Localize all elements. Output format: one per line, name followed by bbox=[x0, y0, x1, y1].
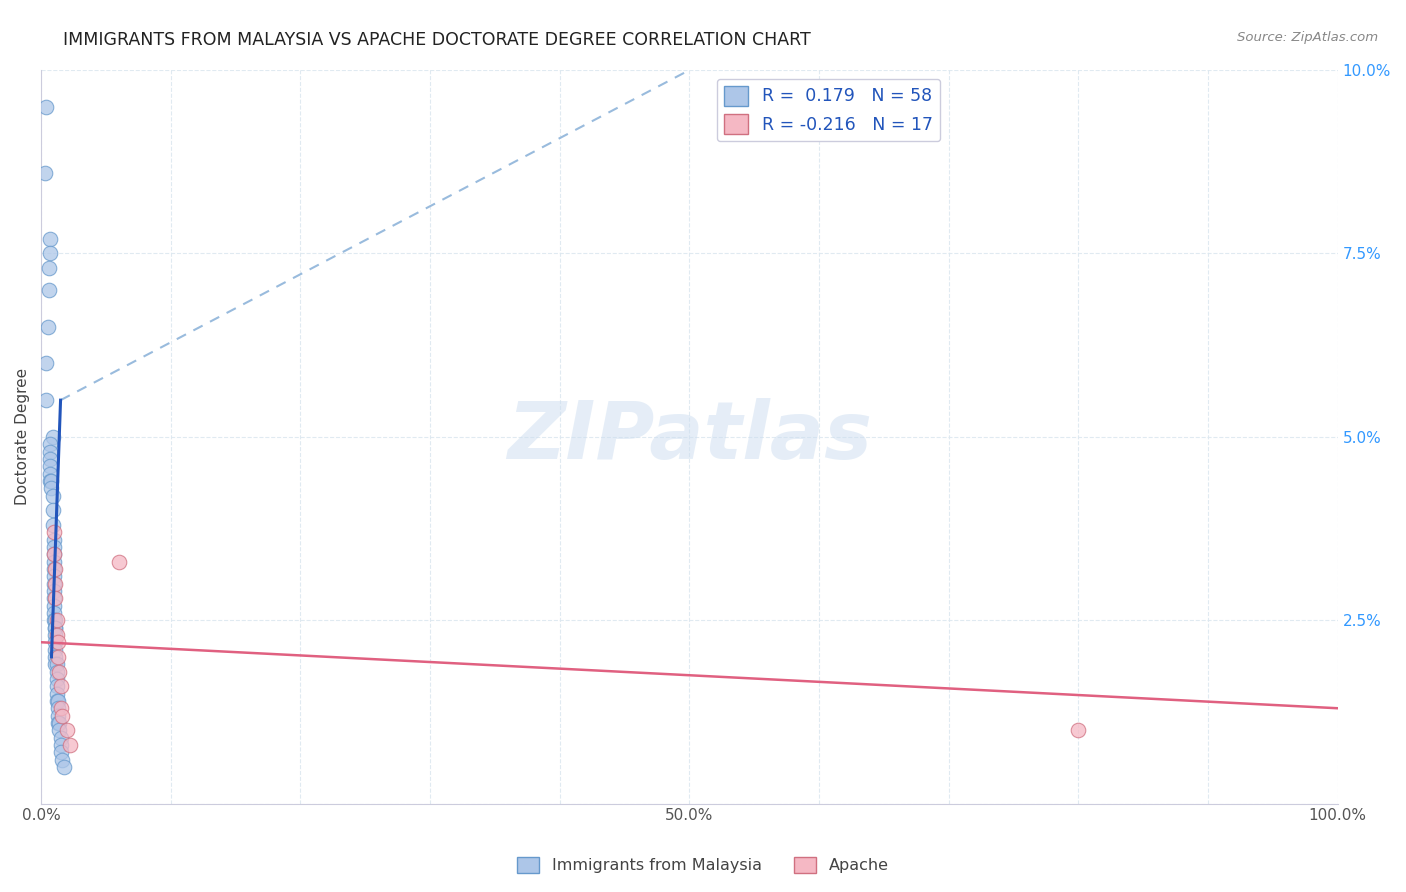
Point bbox=[45, 657, 67, 672]
Point bbox=[1067, 723, 1090, 738]
Point bbox=[42, 533, 65, 547]
Point bbox=[42, 503, 65, 517]
Point bbox=[39, 246, 62, 260]
Point bbox=[44, 591, 66, 606]
Point bbox=[44, 657, 66, 672]
Point bbox=[42, 591, 65, 606]
Point bbox=[44, 621, 66, 635]
Point bbox=[49, 731, 72, 745]
Point bbox=[39, 444, 62, 458]
Point bbox=[44, 613, 66, 627]
Point bbox=[42, 547, 65, 561]
Point bbox=[35, 356, 58, 370]
Point bbox=[38, 261, 60, 276]
Point bbox=[45, 665, 67, 679]
Point bbox=[45, 694, 67, 708]
Point bbox=[48, 665, 70, 679]
Point bbox=[48, 723, 70, 738]
Point bbox=[42, 547, 65, 561]
Point bbox=[42, 489, 65, 503]
Point bbox=[35, 393, 58, 408]
Point bbox=[45, 672, 67, 686]
Point bbox=[39, 467, 62, 481]
Text: Source: ZipAtlas.com: Source: ZipAtlas.com bbox=[1237, 31, 1378, 45]
Point bbox=[51, 753, 73, 767]
Point bbox=[45, 687, 67, 701]
Point bbox=[34, 166, 56, 180]
Point bbox=[45, 679, 67, 693]
Legend: R =  0.179   N = 58, R = -0.216   N = 17: R = 0.179 N = 58, R = -0.216 N = 17 bbox=[717, 78, 941, 142]
Point bbox=[49, 745, 72, 759]
Text: IMMIGRANTS FROM MALAYSIA VS APACHE DOCTORATE DEGREE CORRELATION CHART: IMMIGRANTS FROM MALAYSIA VS APACHE DOCTO… bbox=[63, 31, 811, 49]
Point bbox=[42, 540, 65, 554]
Point bbox=[46, 694, 69, 708]
Point bbox=[39, 437, 62, 451]
Text: ZIPatlas: ZIPatlas bbox=[508, 398, 872, 475]
Point bbox=[38, 283, 60, 297]
Point bbox=[44, 621, 66, 635]
Point bbox=[41, 474, 63, 488]
Point bbox=[42, 517, 65, 532]
Point bbox=[42, 569, 65, 583]
Point bbox=[46, 649, 69, 664]
Point bbox=[51, 708, 73, 723]
Point bbox=[46, 635, 69, 649]
Point bbox=[108, 555, 131, 569]
Point bbox=[39, 459, 62, 474]
Point bbox=[44, 576, 66, 591]
Point bbox=[42, 430, 65, 444]
Point bbox=[39, 474, 62, 488]
Point bbox=[42, 555, 65, 569]
Point bbox=[39, 232, 62, 246]
Point bbox=[46, 701, 69, 715]
Point bbox=[44, 649, 66, 664]
Point bbox=[35, 100, 58, 114]
Point bbox=[42, 613, 65, 627]
Point bbox=[44, 642, 66, 657]
Point bbox=[42, 562, 65, 576]
Point bbox=[37, 319, 59, 334]
Point bbox=[44, 628, 66, 642]
Point bbox=[42, 525, 65, 540]
Point bbox=[44, 635, 66, 649]
Point bbox=[49, 738, 72, 752]
Point bbox=[53, 760, 76, 774]
Point bbox=[42, 576, 65, 591]
Point bbox=[49, 679, 72, 693]
Legend: Immigrants from Malaysia, Apache: Immigrants from Malaysia, Apache bbox=[510, 850, 896, 880]
Point bbox=[48, 715, 70, 730]
Point bbox=[59, 738, 82, 752]
Point bbox=[42, 583, 65, 598]
Point bbox=[39, 451, 62, 466]
Point bbox=[46, 715, 69, 730]
Point bbox=[56, 723, 79, 738]
Point bbox=[46, 708, 69, 723]
Y-axis label: Doctorate Degree: Doctorate Degree bbox=[15, 368, 30, 506]
Point bbox=[45, 628, 67, 642]
Point bbox=[45, 613, 67, 627]
Point bbox=[41, 481, 63, 495]
Point bbox=[49, 701, 72, 715]
Point bbox=[44, 562, 66, 576]
Point bbox=[42, 606, 65, 620]
Point bbox=[42, 599, 65, 613]
